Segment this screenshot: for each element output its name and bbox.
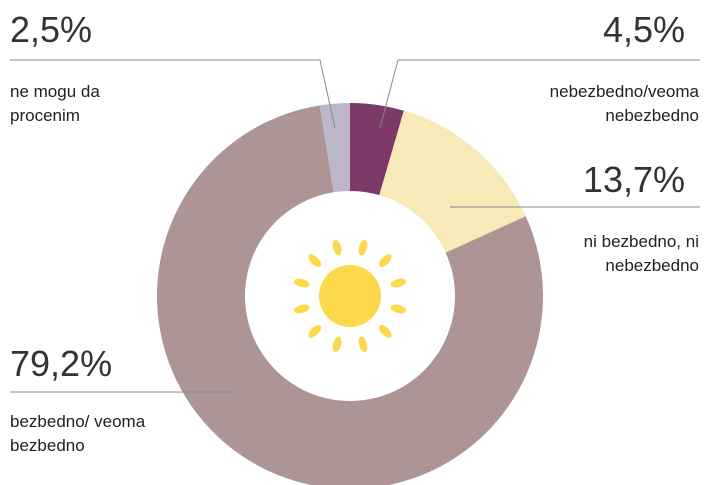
sun-icon <box>293 239 407 353</box>
value-label: 79,2% <box>10 343 113 384</box>
sun-ray <box>308 325 321 338</box>
leader-lines <box>10 59 700 393</box>
category-label: ne mogu da procenim <box>10 82 100 125</box>
sun-ray <box>358 239 368 256</box>
leader-line <box>379 59 700 129</box>
value-label: 13,7% <box>582 159 685 200</box>
sun-ray <box>332 336 342 353</box>
value-label: 4,5% <box>602 9 685 50</box>
sun-ray <box>332 239 342 256</box>
sun-ray <box>379 254 392 267</box>
sun-ray <box>293 304 310 314</box>
sun-ray <box>358 336 368 353</box>
leader-line <box>10 59 336 129</box>
category-label: ni bezbedno, ni nebezbedno <box>583 232 699 275</box>
sun-ray <box>308 254 321 267</box>
donut-slice <box>157 105 543 485</box>
sun-ray <box>379 325 392 338</box>
donut-slice <box>319 103 350 193</box>
donut-slice <box>350 103 404 196</box>
category-label: nebezbedno/veoma nebezbedno <box>549 82 699 125</box>
sun-ray <box>390 304 407 314</box>
category-label: bezbedno/ veoma bezbedno <box>10 412 146 455</box>
donut-slice <box>379 110 526 253</box>
value-label: 2,5% <box>10 9 93 50</box>
sun-ray <box>390 278 407 288</box>
sun-ray <box>293 278 310 288</box>
